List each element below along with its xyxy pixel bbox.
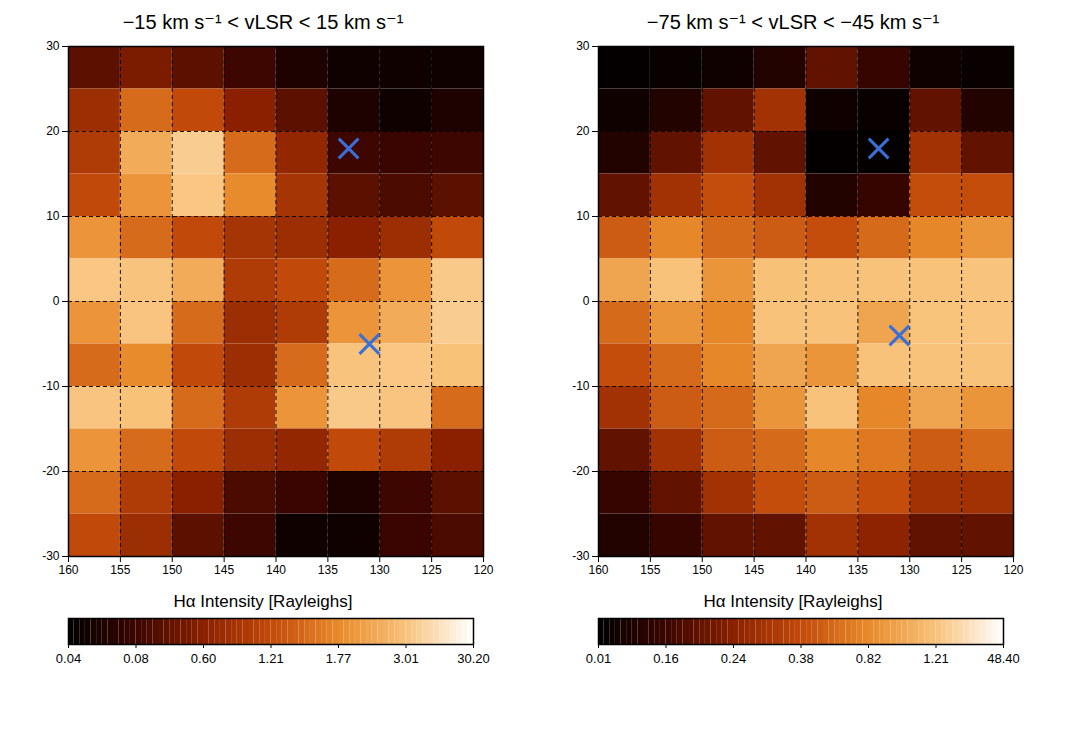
svg-text:-20: -20: [42, 464, 60, 478]
svg-text:-30: -30: [42, 549, 60, 563]
svg-text:130: 130: [900, 563, 920, 577]
svg-text:0.38: 0.38: [788, 651, 813, 666]
svg-text:140: 140: [266, 563, 286, 577]
svg-text:150: 150: [162, 563, 182, 577]
svg-text:160: 160: [58, 563, 78, 577]
svg-text:0.24: 0.24: [721, 651, 746, 666]
html-text:Hα Intensity [Rayleighs]: Hα Intensity [Rayleighs]: [703, 592, 883, 611]
svg-text:-10: -10: [572, 379, 590, 393]
svg-text:140: 140: [796, 563, 816, 577]
svg-text:0.01: 0.01: [586, 651, 611, 666]
svg-text:20: 20: [46, 124, 60, 138]
html-text:−15 km s⁻¹ < vLSR < 15 km s⁻¹: −15 km s⁻¹ < vLSR < 15 km s⁻¹: [122, 11, 404, 33]
svg-text:145: 145: [744, 563, 764, 577]
svg-text:0.04: 0.04: [56, 651, 81, 666]
svg-text:120: 120: [473, 563, 493, 577]
svg-text:30.20: 30.20: [457, 651, 490, 666]
svg-text:1.77: 1.77: [326, 651, 351, 666]
svg-text:1.21: 1.21: [923, 651, 948, 666]
svg-text:-30: -30: [572, 549, 590, 563]
svg-text:0: 0: [53, 294, 60, 308]
svg-text:135: 135: [848, 563, 868, 577]
svg-text:155: 155: [110, 563, 130, 577]
svg-text:10: 10: [576, 209, 590, 223]
html-text:−75 km s⁻¹ < vLSR < −45 km s⁻¹: −75 km s⁻¹ < vLSR < −45 km s⁻¹: [646, 11, 940, 33]
svg-text:20: 20: [576, 124, 590, 138]
svg-text:1.21: 1.21: [258, 651, 283, 666]
svg-text:120: 120: [1003, 563, 1023, 577]
svg-text:30: 30: [576, 39, 590, 53]
svg-text:160: 160: [588, 563, 608, 577]
svg-text:145: 145: [214, 563, 234, 577]
svg-text:130: 130: [370, 563, 390, 577]
svg-text:0: 0: [583, 294, 590, 308]
svg-text:150: 150: [692, 563, 712, 577]
svg-text:-20: -20: [572, 464, 590, 478]
svg-text:0.60: 0.60: [191, 651, 216, 666]
svg-text:125: 125: [422, 563, 442, 577]
svg-text:-10: -10: [42, 379, 60, 393]
svg-text:135: 135: [318, 563, 338, 577]
svg-text:125: 125: [952, 563, 972, 577]
svg-text:0.16: 0.16: [653, 651, 678, 666]
svg-text:3.01: 3.01: [393, 651, 418, 666]
svg-text:155: 155: [640, 563, 660, 577]
svg-text:30: 30: [46, 39, 60, 53]
svg-text:0.82: 0.82: [856, 651, 881, 666]
svg-text:0.08: 0.08: [123, 651, 148, 666]
svg-text:48.40: 48.40: [987, 651, 1020, 666]
svg-text:10: 10: [46, 209, 60, 223]
html-text:Hα Intensity [Rayleighs]: Hα Intensity [Rayleighs]: [173, 592, 353, 611]
